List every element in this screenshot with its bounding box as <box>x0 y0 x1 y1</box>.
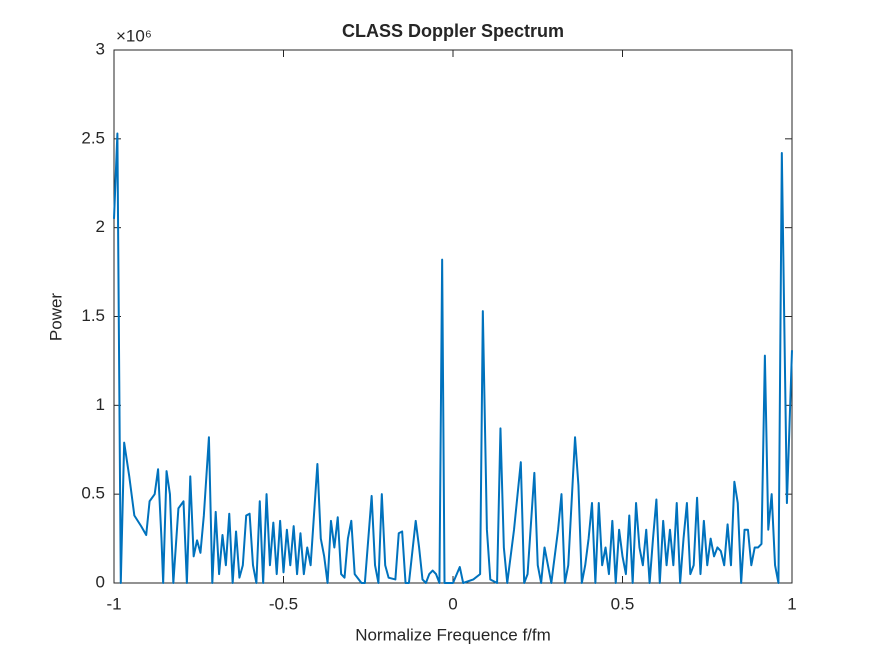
x-tick-label: -1 <box>106 594 121 613</box>
y-exponent-label: ×10⁶ <box>116 26 152 45</box>
x-axis-label: Normalize Frequence f/fm <box>355 625 551 644</box>
chart-title: CLASS Doppler Spectrum <box>342 21 564 41</box>
x-tick-label: 1 <box>787 594 796 613</box>
y-tick-label: 1 <box>96 395 105 414</box>
x-tick-label: 0 <box>448 594 457 613</box>
y-tick-label: 2 <box>96 217 105 236</box>
y-tick-label: 3 <box>96 39 105 58</box>
y-tick-label: 0.5 <box>81 484 105 503</box>
x-tick-label: -0.5 <box>269 594 298 613</box>
y-axis-label: Power <box>46 293 65 342</box>
y-tick-label: 0 <box>96 572 105 591</box>
data-line <box>113 132 793 584</box>
x-tick-label: 0.5 <box>611 594 635 613</box>
y-tick-label: 2.5 <box>81 128 105 147</box>
y-tick-label: 1.5 <box>81 306 105 325</box>
